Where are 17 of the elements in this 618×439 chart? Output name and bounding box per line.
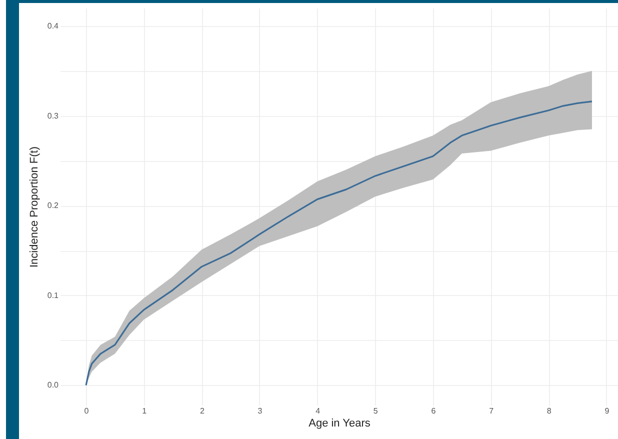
x-tick-label: 7 [489, 406, 494, 416]
x-tick-label: 8 [546, 406, 552, 416]
x-tick-label: 4 [316, 406, 321, 416]
y-axis-title: Incidence Proportion F(t) [28, 146, 40, 268]
x-tick-label: 6 [431, 406, 436, 416]
x-tick-label: 9 [604, 406, 610, 416]
x-tick-label: 5 [373, 406, 378, 416]
x-tick-label: 3 [258, 406, 263, 416]
x-tick-label: 2 [200, 406, 205, 416]
y-tick-label: 0.1 [47, 290, 60, 300]
x-tick-label: 0 [84, 406, 90, 416]
y-tick-label: 0.0 [47, 380, 60, 390]
y-tick-label: 0.3 [47, 111, 60, 120]
x-tick-label: 1 [142, 406, 148, 416]
x-axis-title: Age in Years [308, 418, 371, 430]
y-tick-label: 0.4 [47, 21, 60, 30]
y-tick-label: 0.2 [47, 201, 60, 210]
